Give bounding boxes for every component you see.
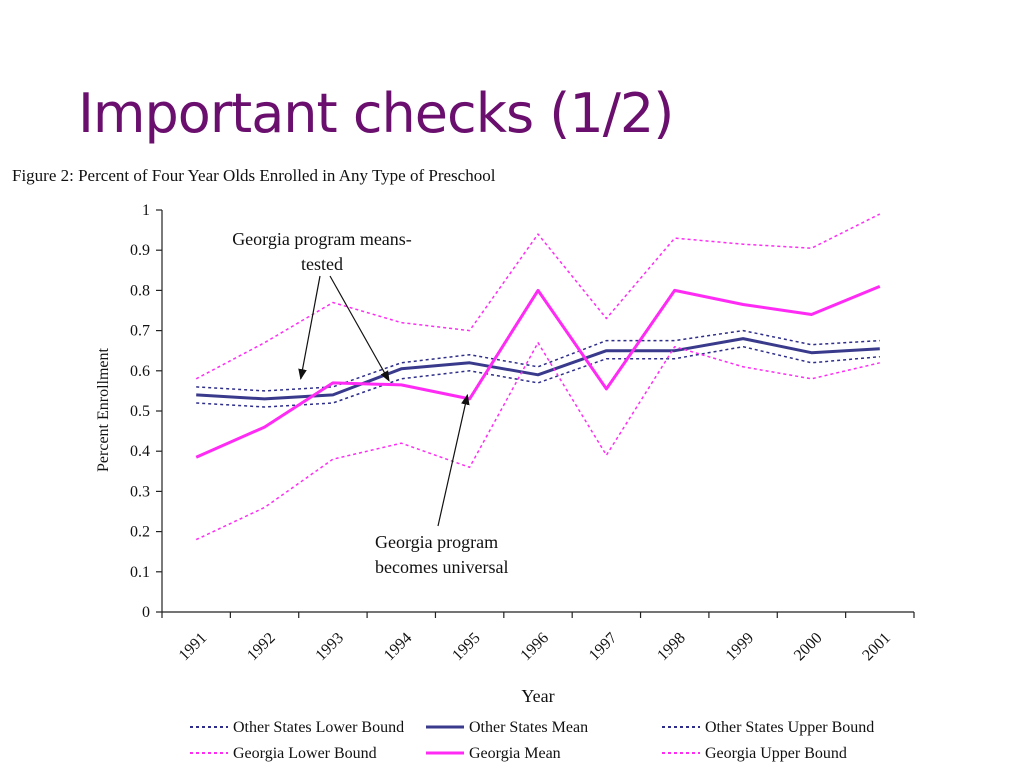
y-tick-label: 0	[142, 604, 150, 621]
series-line-6	[195, 213, 881, 380]
legend-label: Other States Upper Bound	[705, 719, 874, 736]
legend-label: Georgia Mean	[469, 745, 561, 762]
figure-caption: Figure 2: Percent of Four Year Olds Enro…	[12, 166, 496, 185]
x-tick-label: 1991	[176, 629, 211, 664]
annotation-text: Georgia program becomes universal	[375, 532, 508, 577]
y-tick-label: 0.8	[130, 282, 150, 299]
y-tick-label: 0.6	[130, 363, 150, 380]
x-tick-label: 1992	[244, 629, 279, 664]
legend-label: Georgia Lower Bound	[233, 745, 377, 762]
legend-label: Georgia Upper Bound	[705, 745, 847, 762]
x-tick-label: 2001	[859, 629, 894, 664]
y-tick-label: 0.4	[130, 443, 150, 460]
chart-legend: Other States Lower Bound Other States Mea…	[190, 719, 874, 762]
annotation-arrow	[298, 275, 321, 380]
annotation-arrow	[329, 275, 390, 382]
x-tick-label: 1994	[381, 629, 416, 664]
y-tick-label: 0.2	[130, 524, 150, 541]
series-line-5	[195, 285, 881, 459]
legend-label: Other States Lower Bound	[233, 719, 404, 736]
y-tick-label: 1	[142, 202, 150, 219]
y-axis-label: Percent Enrollment	[95, 347, 112, 472]
legend-label: Other States Mean	[469, 719, 588, 736]
series-line-3	[196, 329, 880, 392]
x-axis-label: Year	[521, 686, 554, 706]
series-line-4	[195, 341, 880, 541]
x-tick-label: 1993	[312, 629, 347, 664]
annotation-arrow	[437, 393, 470, 527]
x-tick-label: 1996	[517, 629, 552, 664]
x-tick-label: 1997	[586, 629, 621, 664]
y-tick-label: 0.7	[130, 323, 150, 340]
chart-series-lines	[195, 213, 881, 541]
x-tick-label: 2000	[791, 629, 826, 664]
series-line-2	[196, 337, 880, 401]
x-tick-label: 1999	[723, 629, 758, 664]
y-tick-label: 0.1	[130, 564, 150, 581]
series-line-1	[196, 345, 880, 408]
y-tick-label: 0.5	[130, 403, 150, 420]
chart-annotations: Georgia program means-tested Georgia prog…	[232, 229, 508, 577]
y-tick-label: 0.3	[130, 483, 150, 500]
x-tick-label: 1995	[449, 629, 484, 664]
x-tick-label: 1998	[654, 629, 689, 664]
y-tick-label: 0.9	[130, 242, 150, 259]
slide-title: Important checks (1/2)	[78, 82, 674, 145]
annotation-text: Georgia program means-tested	[232, 229, 412, 274]
